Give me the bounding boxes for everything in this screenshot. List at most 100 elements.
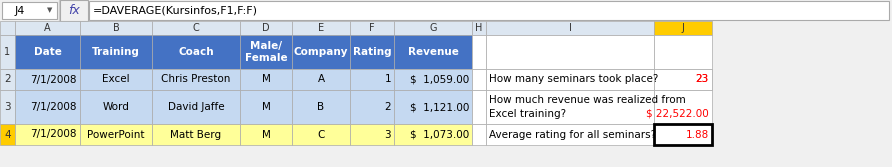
Text: Chris Preston: Chris Preston: [161, 74, 231, 85]
Bar: [292, 69, 350, 90]
Bar: [394, 90, 472, 124]
Text: PowerPoint: PowerPoint: [87, 129, 145, 139]
Bar: [80, 90, 152, 124]
Bar: [472, 35, 486, 69]
Text: J: J: [681, 23, 684, 33]
Text: Revenue: Revenue: [408, 47, 458, 57]
Text: Coach: Coach: [178, 47, 214, 57]
Bar: [0, 69, 15, 90]
Text: $  1,059.00: $ 1,059.00: [409, 74, 469, 85]
Bar: [654, 35, 712, 69]
Text: 2: 2: [384, 102, 391, 112]
Text: $  1,121.00: $ 1,121.00: [409, 102, 469, 112]
Text: C: C: [193, 23, 200, 33]
Bar: [15, 124, 80, 145]
Text: I: I: [568, 23, 572, 33]
Text: C: C: [318, 129, 325, 139]
Text: A: A: [318, 74, 325, 85]
Bar: [152, 21, 240, 35]
Bar: [654, 124, 712, 145]
Bar: [654, 124, 712, 145]
Text: J4: J4: [15, 6, 25, 16]
Bar: [654, 69, 712, 90]
Bar: [152, 124, 240, 145]
Bar: [152, 69, 240, 90]
Text: Matt Berg: Matt Berg: [170, 129, 221, 139]
Text: Male/
Female: Male/ Female: [244, 41, 287, 63]
Text: ▼: ▼: [47, 8, 53, 14]
Text: F: F: [369, 23, 375, 33]
Bar: [80, 69, 152, 90]
Bar: [152, 90, 240, 124]
Text: Word: Word: [103, 102, 129, 112]
Bar: [350, 35, 394, 69]
Text: E: E: [318, 23, 324, 33]
Text: David Jaffe: David Jaffe: [168, 102, 224, 112]
Text: 23: 23: [696, 74, 709, 85]
Bar: [80, 21, 152, 35]
Text: How many seminars took place?: How many seminars took place?: [489, 74, 658, 85]
Text: 7/1/2008: 7/1/2008: [30, 74, 77, 85]
Bar: [80, 35, 152, 69]
Bar: [394, 35, 472, 69]
Bar: [15, 69, 80, 90]
Bar: [240, 21, 292, 35]
Bar: [486, 69, 654, 90]
Bar: [0, 0, 892, 21]
Bar: [89, 1, 889, 20]
Bar: [350, 90, 394, 124]
Bar: [15, 21, 80, 35]
Bar: [394, 69, 472, 90]
Bar: [240, 35, 292, 69]
Bar: [486, 124, 654, 145]
Bar: [240, 124, 292, 145]
Bar: [654, 21, 712, 35]
Text: 7/1/2008: 7/1/2008: [30, 129, 77, 139]
Text: $  1,073.00: $ 1,073.00: [409, 129, 469, 139]
Bar: [152, 35, 240, 69]
Bar: [2, 2, 57, 19]
Text: D: D: [262, 23, 269, 33]
Text: 1: 1: [4, 47, 11, 57]
Bar: [350, 69, 394, 90]
Text: Date: Date: [34, 47, 62, 57]
Bar: [292, 124, 350, 145]
Text: =DAVERAGE(Kursinfos,F1,F:F): =DAVERAGE(Kursinfos,F1,F:F): [93, 6, 258, 16]
Text: H: H: [475, 23, 483, 33]
Text: Excel training?: Excel training?: [489, 109, 566, 119]
Bar: [0, 124, 15, 145]
Bar: [472, 69, 486, 90]
Bar: [394, 21, 472, 35]
Bar: [472, 124, 486, 145]
Text: M: M: [261, 102, 270, 112]
Text: $ 22,522.00: $ 22,522.00: [646, 109, 709, 119]
Bar: [240, 69, 292, 90]
Text: 1.88: 1.88: [686, 129, 709, 139]
Text: 4: 4: [4, 129, 11, 139]
Bar: [59, 0, 60, 21]
Text: 3: 3: [4, 102, 11, 112]
Bar: [654, 69, 712, 90]
Bar: [486, 35, 654, 69]
Bar: [350, 124, 394, 145]
Text: B: B: [112, 23, 120, 33]
Bar: [15, 90, 80, 124]
Text: Training: Training: [92, 47, 140, 57]
Bar: [486, 21, 654, 35]
Bar: [60, 0, 88, 21]
Bar: [292, 90, 350, 124]
Bar: [472, 90, 486, 124]
Text: fx: fx: [68, 4, 80, 17]
Text: How much revenue was realized from: How much revenue was realized from: [489, 95, 686, 105]
Text: 2: 2: [4, 74, 11, 85]
Text: 1: 1: [384, 74, 391, 85]
Text: M: M: [261, 74, 270, 85]
Bar: [0, 90, 15, 124]
Bar: [240, 90, 292, 124]
Bar: [15, 35, 80, 69]
Text: A: A: [45, 23, 51, 33]
Text: Rating: Rating: [352, 47, 392, 57]
Text: Excel: Excel: [103, 74, 130, 85]
Bar: [486, 69, 654, 90]
Text: 7/1/2008: 7/1/2008: [30, 102, 77, 112]
